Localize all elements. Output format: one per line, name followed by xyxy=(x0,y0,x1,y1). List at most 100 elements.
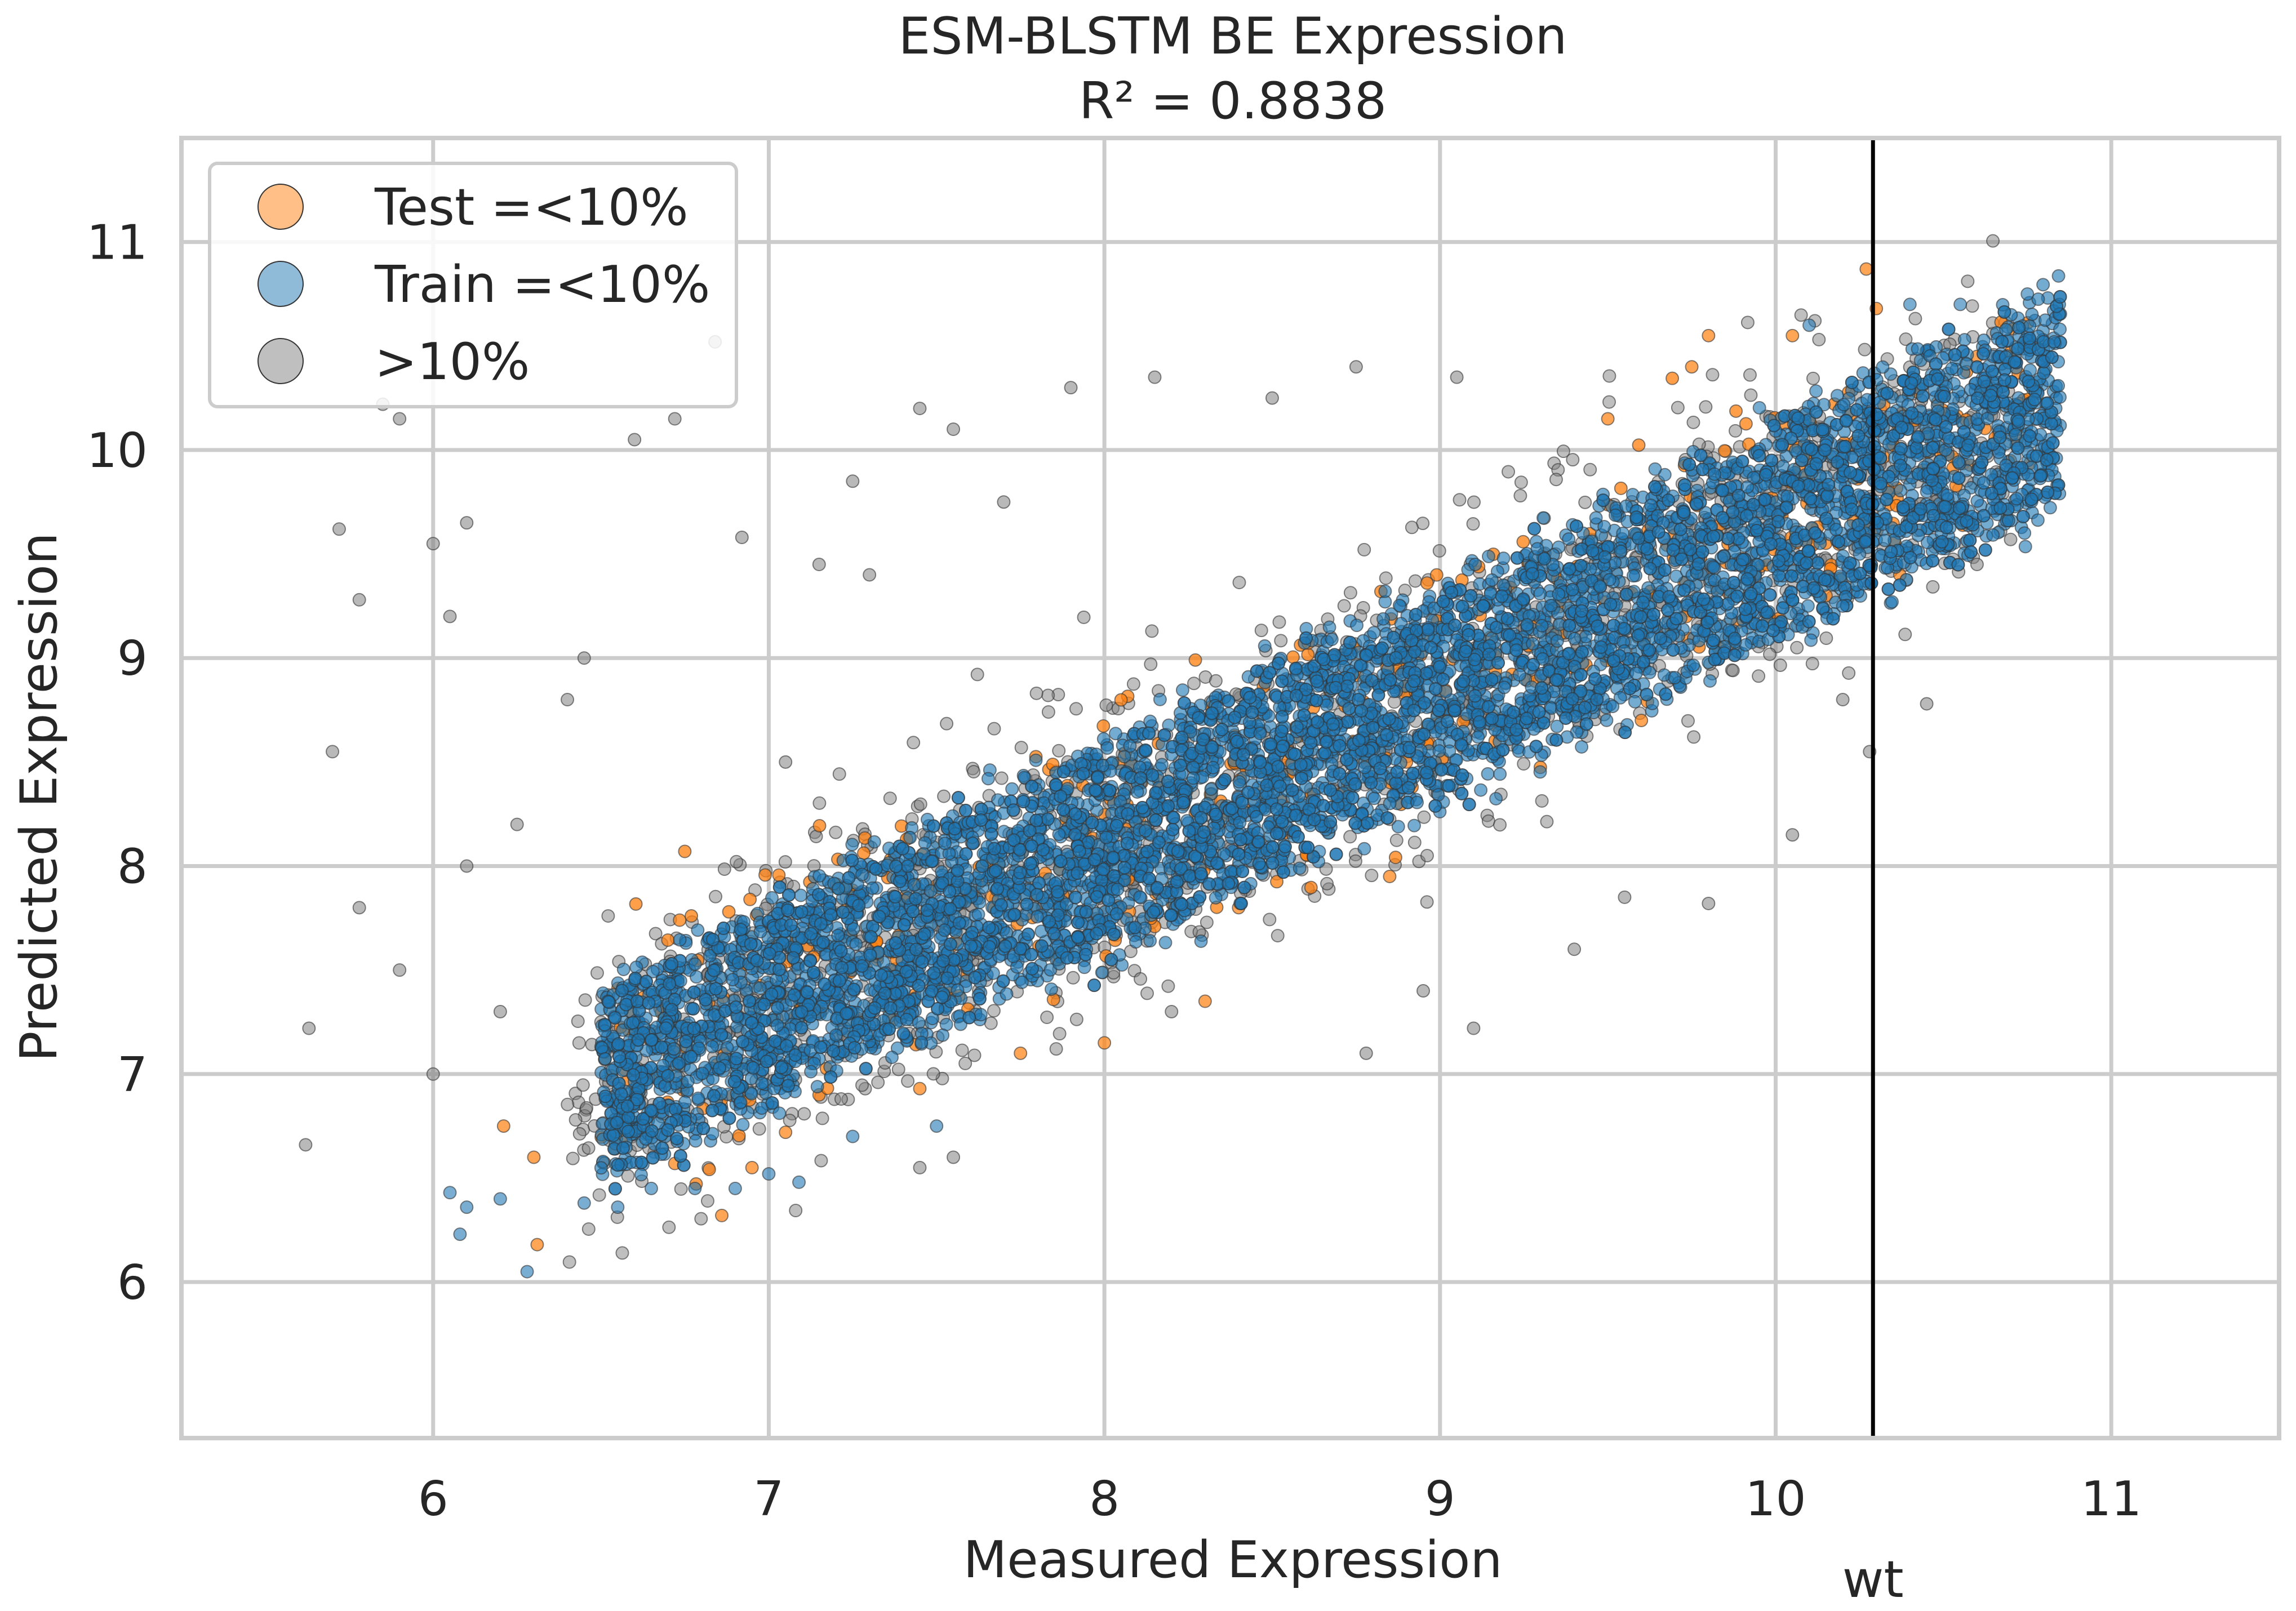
gray-point xyxy=(493,1004,507,1018)
gray-point xyxy=(779,755,793,769)
gray-point xyxy=(1420,848,1434,862)
gray-point xyxy=(797,1107,811,1121)
test-point xyxy=(772,868,786,882)
gray-point xyxy=(814,1154,828,1168)
gray-point xyxy=(1842,666,1856,680)
gray-point xyxy=(1041,705,1055,719)
gray-point xyxy=(649,927,663,941)
gray-point xyxy=(1729,424,1743,438)
gray-point xyxy=(1343,830,1357,844)
train-point xyxy=(845,838,859,852)
gray-point xyxy=(863,568,877,582)
gray-point xyxy=(1812,332,1826,346)
gray-point xyxy=(907,736,921,750)
gray-point xyxy=(1144,657,1158,671)
gray-point xyxy=(752,1122,766,1136)
gray-point xyxy=(352,901,366,915)
test-point xyxy=(715,1208,729,1222)
gray-point xyxy=(913,797,927,811)
gray-point xyxy=(1416,984,1431,998)
gray-point xyxy=(1041,688,1055,702)
gray-point xyxy=(569,1113,583,1127)
gray-point xyxy=(967,765,981,779)
test-point xyxy=(1383,869,1397,883)
gray-point xyxy=(1583,462,1597,477)
gray-point xyxy=(987,1004,1001,1018)
gray-point xyxy=(576,1078,590,1092)
test-point xyxy=(1859,262,1873,276)
gray-point xyxy=(812,558,826,572)
gray-point xyxy=(1265,391,1279,405)
gray-point xyxy=(299,1138,313,1152)
gray-point xyxy=(947,1150,961,1164)
test-point xyxy=(629,897,643,911)
gray-point xyxy=(674,1182,688,1196)
gray-point xyxy=(1726,664,1740,678)
train-point xyxy=(2031,513,2045,527)
gray-point xyxy=(1134,972,1148,986)
gray-point xyxy=(1805,657,1819,671)
chart-title: ESM-BLSTM BE Expression xyxy=(899,7,1567,66)
test-point xyxy=(1601,412,1615,426)
train-point xyxy=(794,888,808,902)
gray-point xyxy=(572,1036,586,1050)
gray-point xyxy=(997,495,1011,509)
gray-point xyxy=(460,859,474,873)
gray-point xyxy=(1790,640,1804,655)
gray-point xyxy=(578,993,592,1007)
gray-point xyxy=(1066,971,1080,985)
gray-point xyxy=(1702,896,1716,910)
gray-point xyxy=(1618,890,1632,904)
gray-point xyxy=(590,966,604,980)
gray-point xyxy=(1200,915,1214,929)
gray-point xyxy=(834,1092,848,1106)
gray-point xyxy=(2004,532,2018,546)
test-point xyxy=(1717,444,1731,458)
gray-point xyxy=(577,651,591,665)
gray-point xyxy=(1359,1046,1373,1060)
gray-point xyxy=(1064,381,1078,395)
gray-point xyxy=(1819,631,1833,646)
gray-point xyxy=(1763,647,1777,661)
gray-point xyxy=(1466,517,1480,531)
gray-point xyxy=(1965,299,1979,313)
gray-point xyxy=(778,855,792,869)
test-point xyxy=(779,1125,793,1140)
gray-point xyxy=(1920,697,1934,711)
test-point xyxy=(1635,713,1649,727)
gray-point xyxy=(1517,757,1531,771)
test-point xyxy=(1614,481,1628,495)
gray-point xyxy=(815,1111,829,1125)
gray-point xyxy=(1743,368,1757,382)
test-point xyxy=(702,1163,716,1177)
gray-point xyxy=(937,789,951,803)
test-point xyxy=(530,1238,544,1252)
gray-point xyxy=(1794,308,1808,322)
gray-point xyxy=(1320,876,1334,891)
gray-point xyxy=(789,1204,803,1218)
gray-point xyxy=(947,422,961,436)
gray-point xyxy=(694,1212,708,1226)
gray-point xyxy=(1502,465,1516,479)
test-point xyxy=(1666,371,1680,385)
gray-point xyxy=(1274,634,1288,648)
gray-point xyxy=(940,717,954,731)
gray-point xyxy=(970,667,984,682)
test-point xyxy=(673,913,687,927)
test-point xyxy=(857,846,871,860)
gray-point xyxy=(1365,869,1379,883)
gray-point xyxy=(1806,371,1820,385)
test-point xyxy=(1420,576,1434,590)
gray-point xyxy=(1986,234,2000,248)
train-point xyxy=(1095,965,1109,980)
gray-point xyxy=(1379,571,1393,585)
gray-point xyxy=(967,1048,982,1062)
gray-point xyxy=(352,593,366,607)
gray-point xyxy=(1493,818,1507,832)
gray-point xyxy=(987,722,1001,736)
gray-point xyxy=(1671,400,1685,415)
train-point xyxy=(1029,753,1043,767)
gray-point xyxy=(1836,693,1850,707)
test-point xyxy=(1388,851,1402,865)
